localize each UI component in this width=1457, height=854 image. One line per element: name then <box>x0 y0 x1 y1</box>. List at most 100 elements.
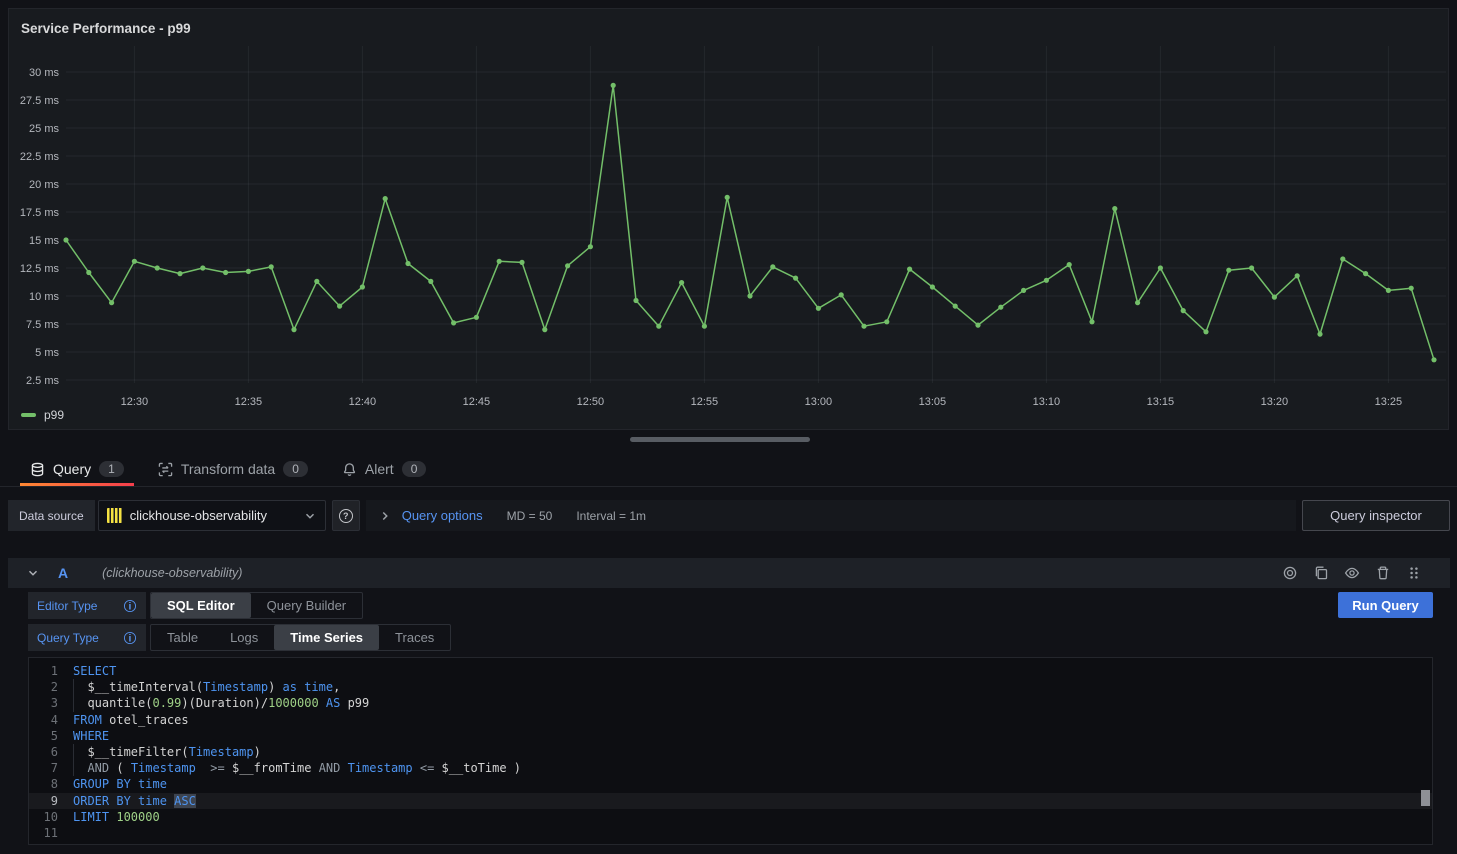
data-point <box>1431 357 1437 363</box>
datasource-bar: Data source clickhouse-observability ? Q… <box>8 500 1450 531</box>
data-point <box>1021 287 1027 293</box>
panel-title[interactable]: Service Performance - p99 <box>21 21 191 36</box>
legend-color-swatch[interactable] <box>21 413 36 417</box>
data-point <box>861 323 867 329</box>
editor-type-option-sql-editor[interactable]: SQL Editor <box>151 593 251 618</box>
code-text: AND ( Timestamp >= $__fromTime AND Times… <box>73 760 521 777</box>
data-point <box>1363 271 1369 277</box>
data-point <box>565 263 571 269</box>
data-point <box>131 258 137 264</box>
data-point <box>496 258 502 264</box>
data-point <box>1340 256 1346 262</box>
x-axis-tick-label: 12:30 <box>121 396 149 408</box>
datasource-value: clickhouse-observability <box>129 508 267 523</box>
tab-label: Query <box>53 461 92 477</box>
line-number: 3 <box>50 696 58 711</box>
data-point <box>724 194 730 200</box>
y-axis-tick-label: 20 ms <box>29 179 59 191</box>
data-point <box>63 237 69 243</box>
query-inspector-button[interactable]: Query inspector <box>1302 500 1450 531</box>
duplicate-query-icon[interactable] <box>1313 565 1329 581</box>
data-point <box>154 265 160 271</box>
data-point <box>200 265 206 271</box>
data-point <box>245 268 251 274</box>
query-type-option-logs[interactable]: Logs <box>230 630 259 645</box>
line-number: 4 <box>50 712 58 727</box>
data-point <box>929 284 936 290</box>
data-point <box>793 275 799 281</box>
data-point <box>1112 206 1118 212</box>
max-data-points-value: MD = 50 <box>506 508 553 523</box>
query-editor-tabs: Query 1 Transform data 0 Alert 0 <box>8 452 450 486</box>
editor-scrollbar-thumb[interactable] <box>1421 790 1430 806</box>
transform-icon <box>158 462 173 477</box>
data-point <box>1385 287 1391 293</box>
x-axis-tick-label: 12:50 <box>577 396 605 408</box>
query-ref-id[interactable]: A <box>58 565 69 581</box>
sql-editor[interactable]: 1 SELECT 2 $__timeInterval(Timestamp) as t… <box>28 657 1433 845</box>
data-point <box>1066 262 1072 268</box>
tab-count-badge: 0 <box>283 461 308 477</box>
delete-query-icon[interactable] <box>1375 565 1391 581</box>
data-point <box>907 266 913 272</box>
x-axis-tick-label: 12:40 <box>349 396 377 408</box>
timeseries-chart[interactable]: 12:30 12:35 12:40 12:45 12:50 12:55 13:00 13:05… <box>9 9 1450 431</box>
code-line: 9 ORDER BY time ASC <box>29 792 1432 809</box>
horizontal-scrollbar-thumb[interactable] <box>630 437 810 442</box>
info-circle-icon[interactable]: i <box>123 631 137 644</box>
run-query-button[interactable]: Run Query <box>1338 592 1433 618</box>
data-point <box>975 322 981 328</box>
data-point <box>1135 300 1141 306</box>
x-axis-tick-label: 13:25 <box>1375 396 1403 408</box>
query-type-option-traces[interactable]: Traces <box>395 630 435 645</box>
tab-count-badge: 0 <box>401 461 427 477</box>
data-point <box>1203 329 1209 335</box>
tab-count-badge: 1 <box>99 461 124 477</box>
question-circle-icon: ? <box>338 508 353 523</box>
data-point <box>359 284 365 290</box>
line-number: 6 <box>50 744 58 759</box>
data-point <box>86 269 92 276</box>
code-text: $__timeInterval(Timestamp) as time, <box>73 679 341 696</box>
query-row-actions <box>1282 565 1440 581</box>
line-number: 1 <box>50 664 58 678</box>
tab-query[interactable]: Query 1 <box>20 452 134 486</box>
data-point <box>701 323 708 329</box>
chevron-right-icon[interactable] <box>378 509 392 523</box>
query-options-link[interactable]: Query options <box>401 508 483 523</box>
data-point <box>815 305 822 311</box>
datasource-label: Data source <box>8 500 95 531</box>
datasource-help-button[interactable]: ? <box>331 500 360 531</box>
tab-transform-data[interactable]: Transform data 0 <box>148 452 318 486</box>
active-tab-underline <box>20 483 134 486</box>
tab-alert[interactable]: Alert 0 <box>332 452 436 486</box>
code-line: 4 FROM otel_traces <box>29 712 1432 728</box>
y-axis-tick-label: 27.5 ms <box>20 95 60 107</box>
x-axis-tick-label: 13:10 <box>1033 396 1061 408</box>
disable-query-icon[interactable] <box>1282 565 1298 581</box>
query-type-option-time-series[interactable]: Time Series <box>274 625 380 650</box>
code-line: 6 $__timeFilter(Timestamp) <box>29 743 1432 761</box>
tabs-divider <box>0 486 1457 487</box>
query-type-label: Query Type <box>37 630 99 645</box>
y-axis-tick-label: 30 ms <box>29 67 59 79</box>
drag-handle-icon[interactable] <box>1406 565 1422 581</box>
code-text: GROUP BY time <box>73 777 167 792</box>
legend-series-label[interactable]: p99 <box>44 408 65 422</box>
data-point <box>314 278 320 284</box>
line-number: 8 <box>50 777 58 792</box>
tab-label: Alert <box>364 461 394 477</box>
data-point <box>519 259 525 265</box>
query-type-option-table[interactable]: Table <box>167 630 199 645</box>
tab-label: Transform data <box>180 461 276 477</box>
hide-response-icon[interactable] <box>1344 565 1360 581</box>
editor-type-option-query-builder[interactable]: Query Builder <box>266 598 347 613</box>
datasource-picker[interactable]: clickhouse-observability <box>97 500 326 531</box>
data-point <box>428 278 434 284</box>
data-point <box>1249 265 1255 271</box>
code-line: 11 <box>29 825 1432 841</box>
collapse-chevron-down-icon[interactable] <box>26 566 40 580</box>
data-point <box>268 264 274 270</box>
info-circle-icon[interactable]: i <box>123 599 137 612</box>
editor-type-segmented: SQL Editor Query Builder <box>150 592 364 619</box>
